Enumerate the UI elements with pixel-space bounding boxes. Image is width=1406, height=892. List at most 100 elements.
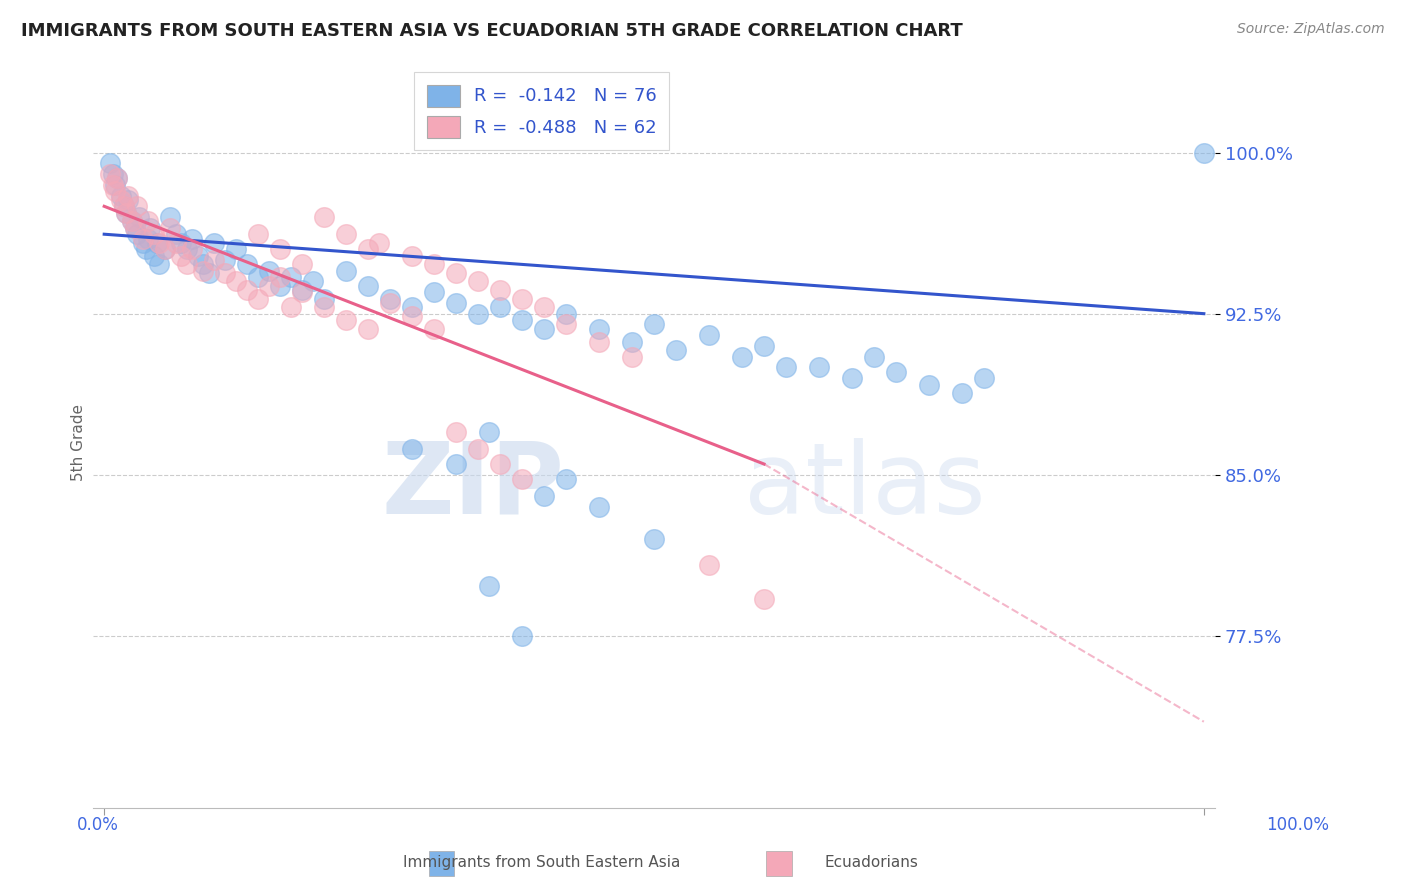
Point bbox=[236, 283, 259, 297]
Point bbox=[131, 235, 153, 250]
Point bbox=[105, 171, 128, 186]
Point bbox=[257, 278, 280, 293]
Point bbox=[127, 199, 149, 213]
Y-axis label: 5th Grade: 5th Grade bbox=[72, 404, 86, 481]
Point bbox=[423, 257, 446, 271]
Point bbox=[128, 210, 150, 224]
Point bbox=[467, 442, 489, 456]
Point bbox=[139, 220, 162, 235]
Point bbox=[775, 360, 797, 375]
Point bbox=[269, 278, 291, 293]
Point bbox=[176, 242, 198, 256]
Point bbox=[335, 263, 357, 277]
Point bbox=[236, 257, 259, 271]
Point bbox=[136, 214, 159, 228]
Point bbox=[841, 371, 863, 385]
Point bbox=[124, 220, 146, 235]
Point bbox=[357, 242, 380, 256]
Text: 0.0%: 0.0% bbox=[77, 816, 120, 834]
Point bbox=[127, 227, 149, 242]
Point bbox=[489, 283, 512, 297]
Point bbox=[225, 242, 247, 256]
Point bbox=[588, 500, 610, 514]
Point bbox=[423, 285, 446, 300]
Point bbox=[202, 252, 225, 267]
Point bbox=[378, 296, 401, 310]
Point bbox=[918, 377, 941, 392]
Point bbox=[752, 592, 775, 607]
Point bbox=[280, 270, 302, 285]
Point bbox=[280, 300, 302, 314]
Text: 100.0%: 100.0% bbox=[1265, 816, 1329, 834]
Point bbox=[807, 360, 830, 375]
Point bbox=[884, 365, 907, 379]
Point bbox=[153, 242, 176, 256]
Point bbox=[697, 328, 720, 343]
Point bbox=[159, 220, 181, 235]
Point bbox=[187, 249, 209, 263]
Point bbox=[752, 339, 775, 353]
Point bbox=[170, 235, 193, 250]
Point bbox=[588, 334, 610, 349]
Point bbox=[555, 472, 578, 486]
Point bbox=[148, 257, 170, 271]
Text: Source: ZipAtlas.com: Source: ZipAtlas.com bbox=[1237, 22, 1385, 37]
Point bbox=[444, 457, 467, 471]
Point bbox=[401, 300, 423, 314]
Point bbox=[423, 322, 446, 336]
Point bbox=[555, 318, 578, 332]
Point bbox=[202, 235, 225, 250]
Point bbox=[153, 242, 176, 256]
Point bbox=[291, 283, 314, 297]
Point bbox=[98, 156, 121, 170]
Point bbox=[510, 292, 533, 306]
Point bbox=[533, 489, 555, 503]
Point bbox=[165, 227, 187, 242]
Point bbox=[104, 184, 127, 198]
Point bbox=[110, 193, 132, 207]
Point bbox=[247, 270, 270, 285]
Point bbox=[467, 307, 489, 321]
Point bbox=[214, 266, 236, 280]
Point bbox=[115, 205, 138, 219]
Point bbox=[510, 629, 533, 643]
Point bbox=[105, 171, 128, 186]
Point bbox=[197, 266, 219, 280]
Point bbox=[401, 249, 423, 263]
Text: atlas: atlas bbox=[744, 438, 986, 535]
Point bbox=[697, 558, 720, 572]
Point bbox=[378, 292, 401, 306]
Point bbox=[973, 371, 995, 385]
Point bbox=[98, 167, 121, 181]
Point bbox=[489, 300, 512, 314]
Point bbox=[731, 350, 754, 364]
Point bbox=[478, 579, 501, 593]
Point bbox=[148, 235, 170, 250]
Point bbox=[335, 227, 357, 242]
Legend: R =  -0.142   N = 76, R =  -0.488   N = 62: R = -0.142 N = 76, R = -0.488 N = 62 bbox=[415, 72, 669, 150]
Point bbox=[165, 235, 187, 250]
Point bbox=[621, 350, 644, 364]
Point bbox=[314, 300, 336, 314]
Text: Immigrants from South Eastern Asia: Immigrants from South Eastern Asia bbox=[402, 855, 681, 870]
Point bbox=[467, 275, 489, 289]
Text: ZIP: ZIP bbox=[381, 438, 564, 535]
Point bbox=[121, 214, 143, 228]
Point bbox=[1192, 145, 1215, 160]
Text: Ecuadorians: Ecuadorians bbox=[825, 855, 918, 870]
Point bbox=[291, 257, 314, 271]
Point bbox=[444, 296, 467, 310]
Point bbox=[368, 235, 391, 250]
Point bbox=[621, 334, 644, 349]
Point bbox=[643, 318, 665, 332]
Point bbox=[131, 231, 153, 245]
Point bbox=[269, 270, 291, 285]
Point bbox=[104, 178, 127, 192]
Point bbox=[142, 249, 165, 263]
Point bbox=[269, 242, 291, 256]
Point bbox=[478, 425, 501, 439]
Point bbox=[643, 532, 665, 546]
Point bbox=[401, 442, 423, 456]
Point bbox=[191, 263, 214, 277]
Point bbox=[101, 178, 124, 192]
